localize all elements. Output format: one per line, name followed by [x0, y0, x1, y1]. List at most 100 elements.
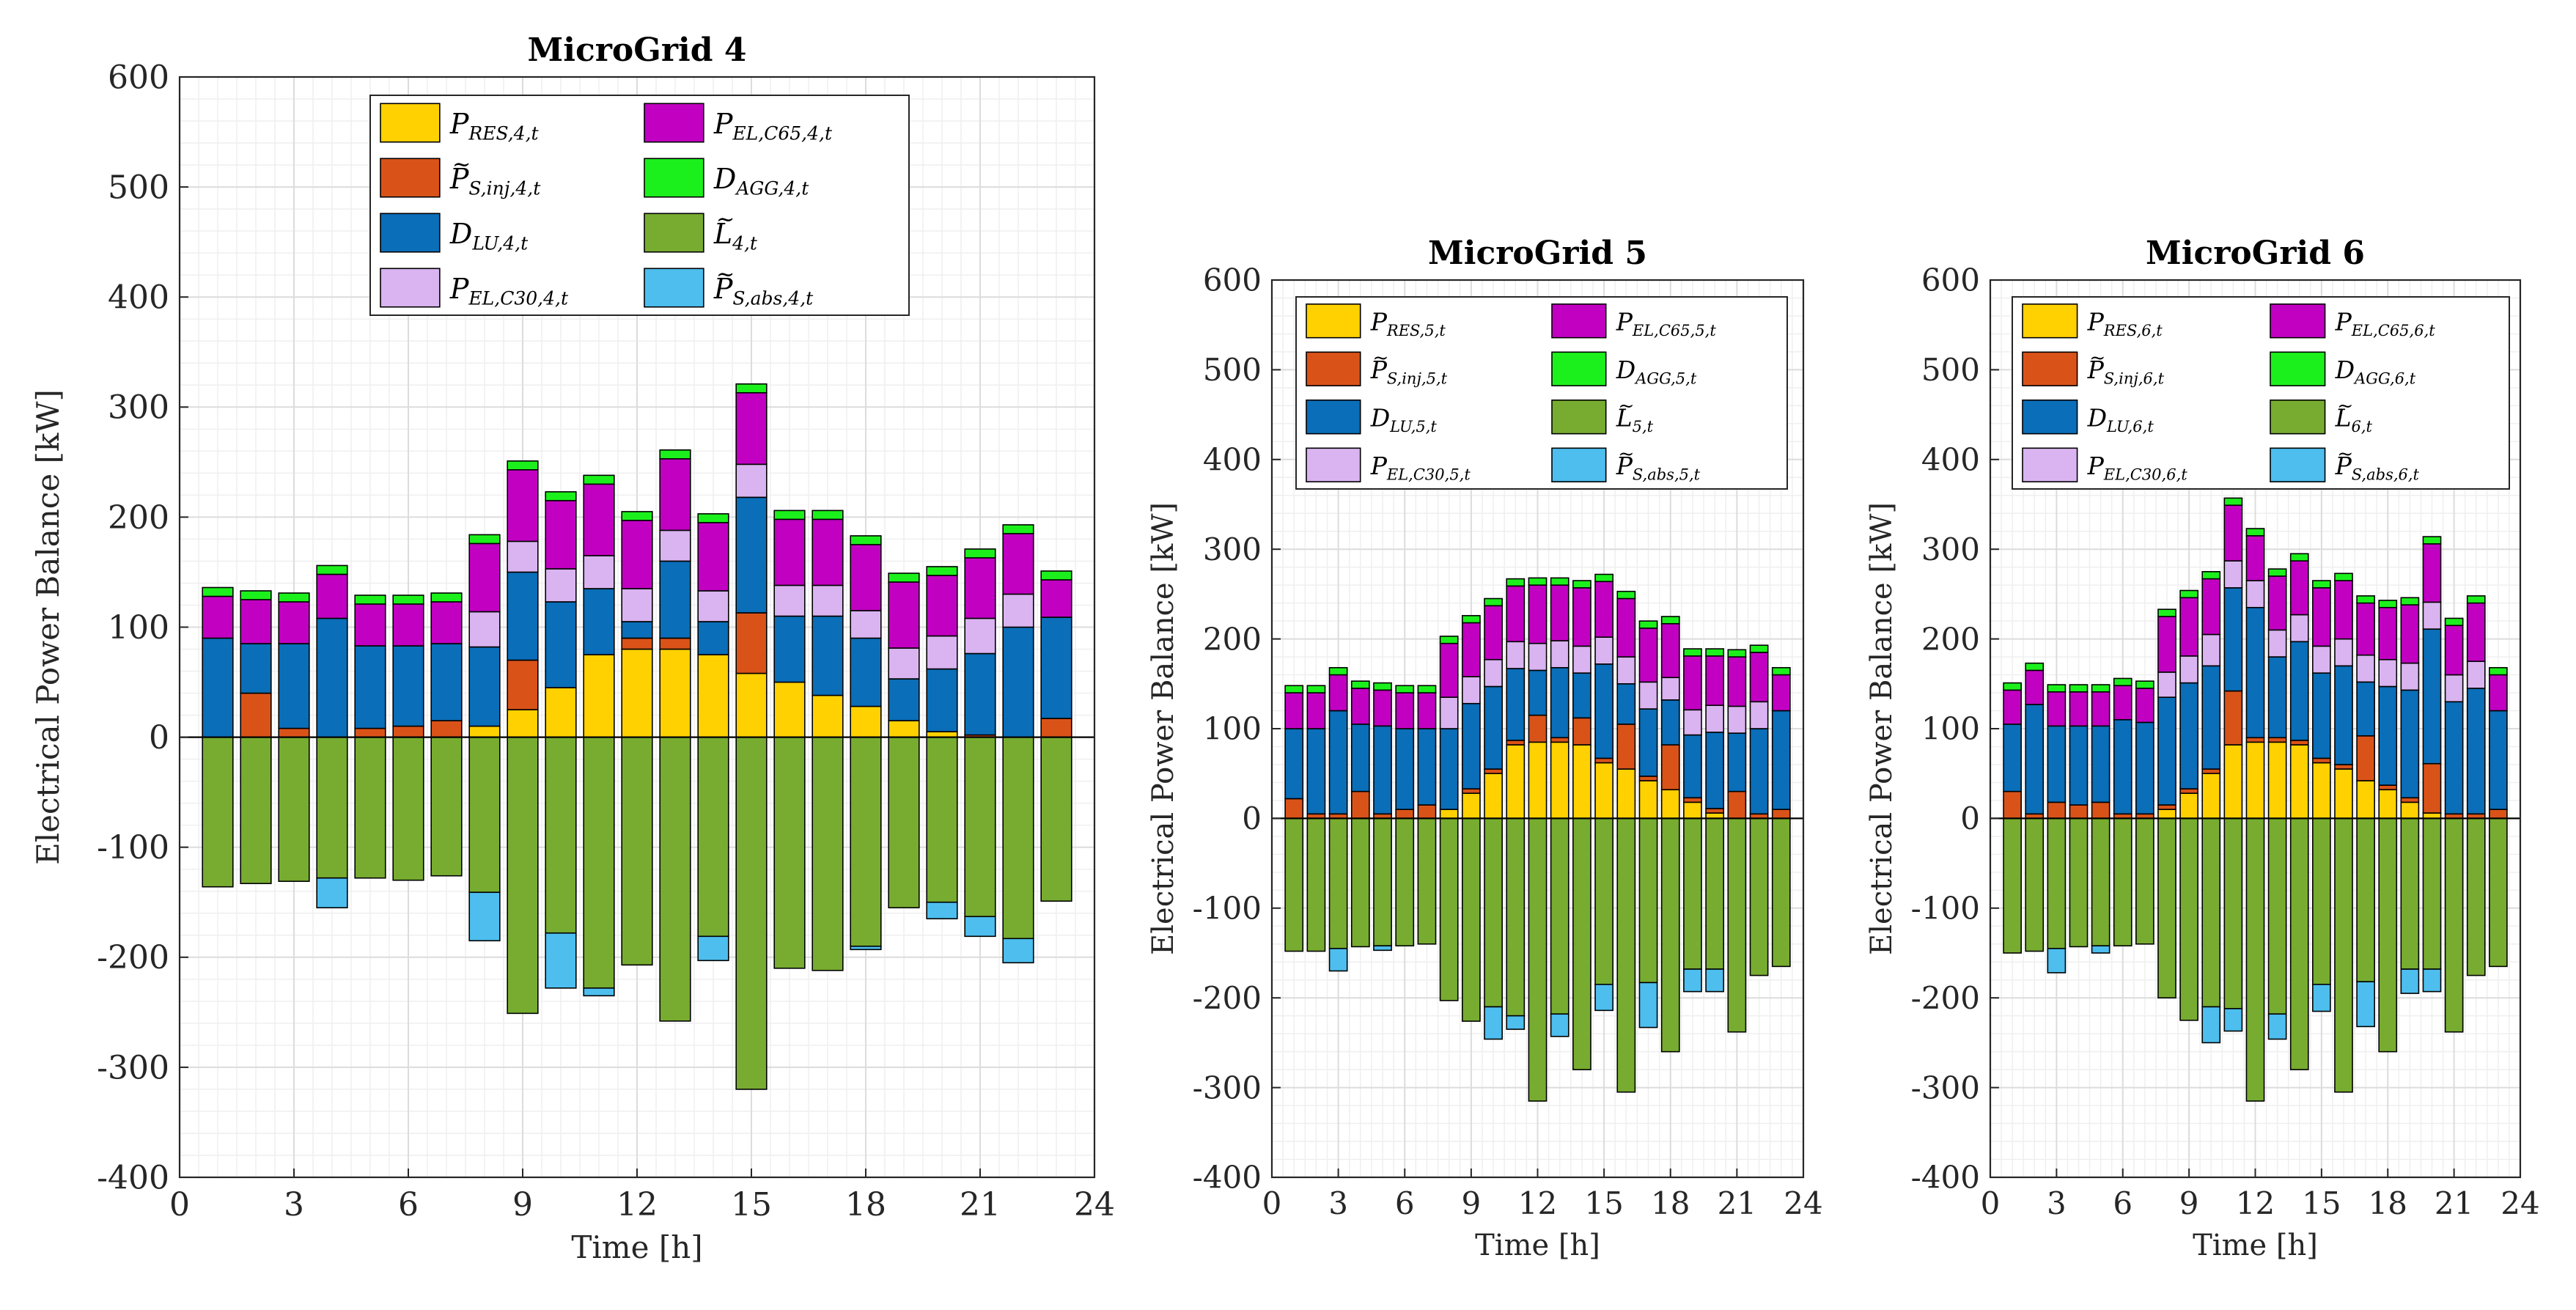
legend-swatch	[1306, 447, 1361, 482]
bar-p-el-c65	[2489, 674, 2508, 712]
y-tick-label: 600	[1203, 262, 1262, 298]
legend-symbol: D	[2335, 356, 2355, 384]
bar-l	[1439, 817, 1459, 1001]
bar-p-el-c65	[926, 575, 958, 637]
bar-p-el-c30	[888, 647, 920, 680]
bar-d-lu	[2356, 681, 2375, 737]
bar-p-el-c30	[2312, 645, 2331, 674]
bar-p-s-inj	[2378, 784, 2398, 791]
legend-subscript: S,abs,5,t	[1633, 466, 1701, 483]
bar-p-s-abs	[1484, 1006, 1503, 1040]
bar-d-lu	[812, 615, 844, 696]
x-tick-label: 9	[512, 1186, 533, 1223]
bar-p-s-inj	[1040, 718, 1072, 738]
bar-d-lu	[430, 643, 463, 721]
bar-l	[468, 736, 501, 894]
legend-label: PEL,C30,4,t	[449, 273, 569, 309]
x-tick-label: 12	[617, 1186, 658, 1223]
bar-l	[1771, 817, 1791, 968]
bar-p-el-c30	[2223, 560, 2243, 589]
bar-l	[735, 736, 768, 1090]
bar-p-el-c30	[1506, 641, 1526, 669]
legend-item-l: L4,t~	[644, 207, 758, 254]
bar-d-agg	[2466, 595, 2486, 604]
bar-d-lu	[1002, 626, 1034, 738]
bar-p-s-abs	[2091, 945, 2111, 954]
bar-l	[2466, 817, 2486, 976]
x-tick-label: 21	[2435, 1185, 2473, 1221]
y-tick-label: 0	[149, 719, 169, 757]
y-tick-label: 600	[108, 59, 169, 96]
bar-p-el-c65	[1572, 587, 1591, 647]
bar-l	[240, 736, 272, 885]
bar-d-lu	[1306, 728, 1326, 815]
bar-d-agg	[888, 573, 920, 583]
bar-l	[1306, 817, 1326, 952]
legend-item-d-agg: DAGG,4,t	[644, 158, 809, 199]
bar-d-lu	[1328, 710, 1348, 815]
bar-d-lu	[392, 645, 424, 727]
bar-p-s-inj	[1572, 717, 1591, 746]
bar-l	[2489, 817, 2508, 968]
bar-p-el-c30	[2157, 671, 2176, 698]
legend-swatch	[1551, 351, 1607, 386]
bar-p-s-inj	[1594, 757, 1614, 764]
y-tick-label: -300	[1193, 1070, 1262, 1105]
bar-p-el-c65	[1528, 584, 1548, 644]
bar-d-agg	[1484, 597, 1503, 607]
bar-p-el-c65	[2245, 535, 2265, 581]
bar-d-lu	[468, 646, 501, 727]
x-tick-label: 18	[845, 1186, 886, 1223]
bar-p-res	[2356, 780, 2375, 820]
tilde-mark: ~	[1618, 442, 1634, 465]
bar-d-agg	[1395, 685, 1415, 693]
bar-d-lu	[2091, 725, 2111, 803]
bar-l	[1616, 817, 1636, 1093]
bar-d-lu	[735, 496, 768, 614]
x-tick-label: 15	[2302, 1185, 2341, 1221]
bar-d-agg	[2069, 684, 2089, 693]
bar-p-res	[2400, 801, 2420, 820]
bar-l	[2157, 817, 2176, 999]
y-tick-label: 500	[108, 169, 169, 207]
bar-p-el-c30	[812, 584, 844, 617]
bar-d-lu	[2069, 725, 2089, 806]
bar-d-agg	[2334, 573, 2353, 581]
bar-d-agg	[2289, 553, 2309, 562]
legend-item-l: L6,t~	[2270, 394, 2373, 435]
x-axis-label: Time [h]	[2193, 1229, 2318, 1262]
bar-p-s-abs	[2267, 1013, 2287, 1040]
bar-p-s-abs	[316, 877, 348, 909]
legend-label: L6,t	[2335, 404, 2373, 435]
chart-panel-4: 0 3 6 9 12 15 18 21 24 -400 -300 -200 -100 0 100 200 300…	[30, 32, 1115, 1265]
bar-l	[2179, 817, 2198, 1021]
legend-item-p-el-c30: PEL,C30,4,t	[380, 268, 569, 309]
x-tick-label: 15	[731, 1186, 772, 1223]
bar-p-res	[2334, 768, 2353, 820]
y-tick-label: -200	[97, 939, 169, 976]
bar-p-res	[468, 725, 501, 738]
bar-l	[2378, 817, 2398, 1053]
legend-symbol: P	[1370, 356, 1388, 384]
bar-p-el-c30	[1727, 705, 1747, 734]
bar-d-agg	[2245, 528, 2265, 537]
bar-p-res	[1461, 792, 1481, 820]
bar-l	[850, 736, 882, 947]
bar-p-s-inj	[2223, 690, 2243, 746]
legend-item-p-s-inj: PS,inj,4,t~	[380, 152, 541, 199]
bar-p-s-inj	[2289, 740, 2309, 746]
bar-d-agg	[2179, 589, 2198, 599]
bar-p-res	[2289, 744, 2309, 820]
bar-p-s-inj	[2201, 768, 2221, 774]
bar-p-el-c65	[2378, 606, 2398, 660]
bar-l	[2003, 817, 2022, 954]
legend-symbol: P	[449, 108, 470, 140]
bar-p-el-c30	[1594, 636, 1614, 665]
bar-p-res	[926, 731, 958, 738]
bar-d-lu	[1395, 728, 1415, 810]
bar-l	[1506, 817, 1526, 1017]
bar-d-agg	[1002, 524, 1034, 534]
bar-l	[1638, 817, 1658, 984]
bar-p-el-c65	[1040, 579, 1072, 618]
bar-p-el-c65	[2267, 575, 2287, 631]
